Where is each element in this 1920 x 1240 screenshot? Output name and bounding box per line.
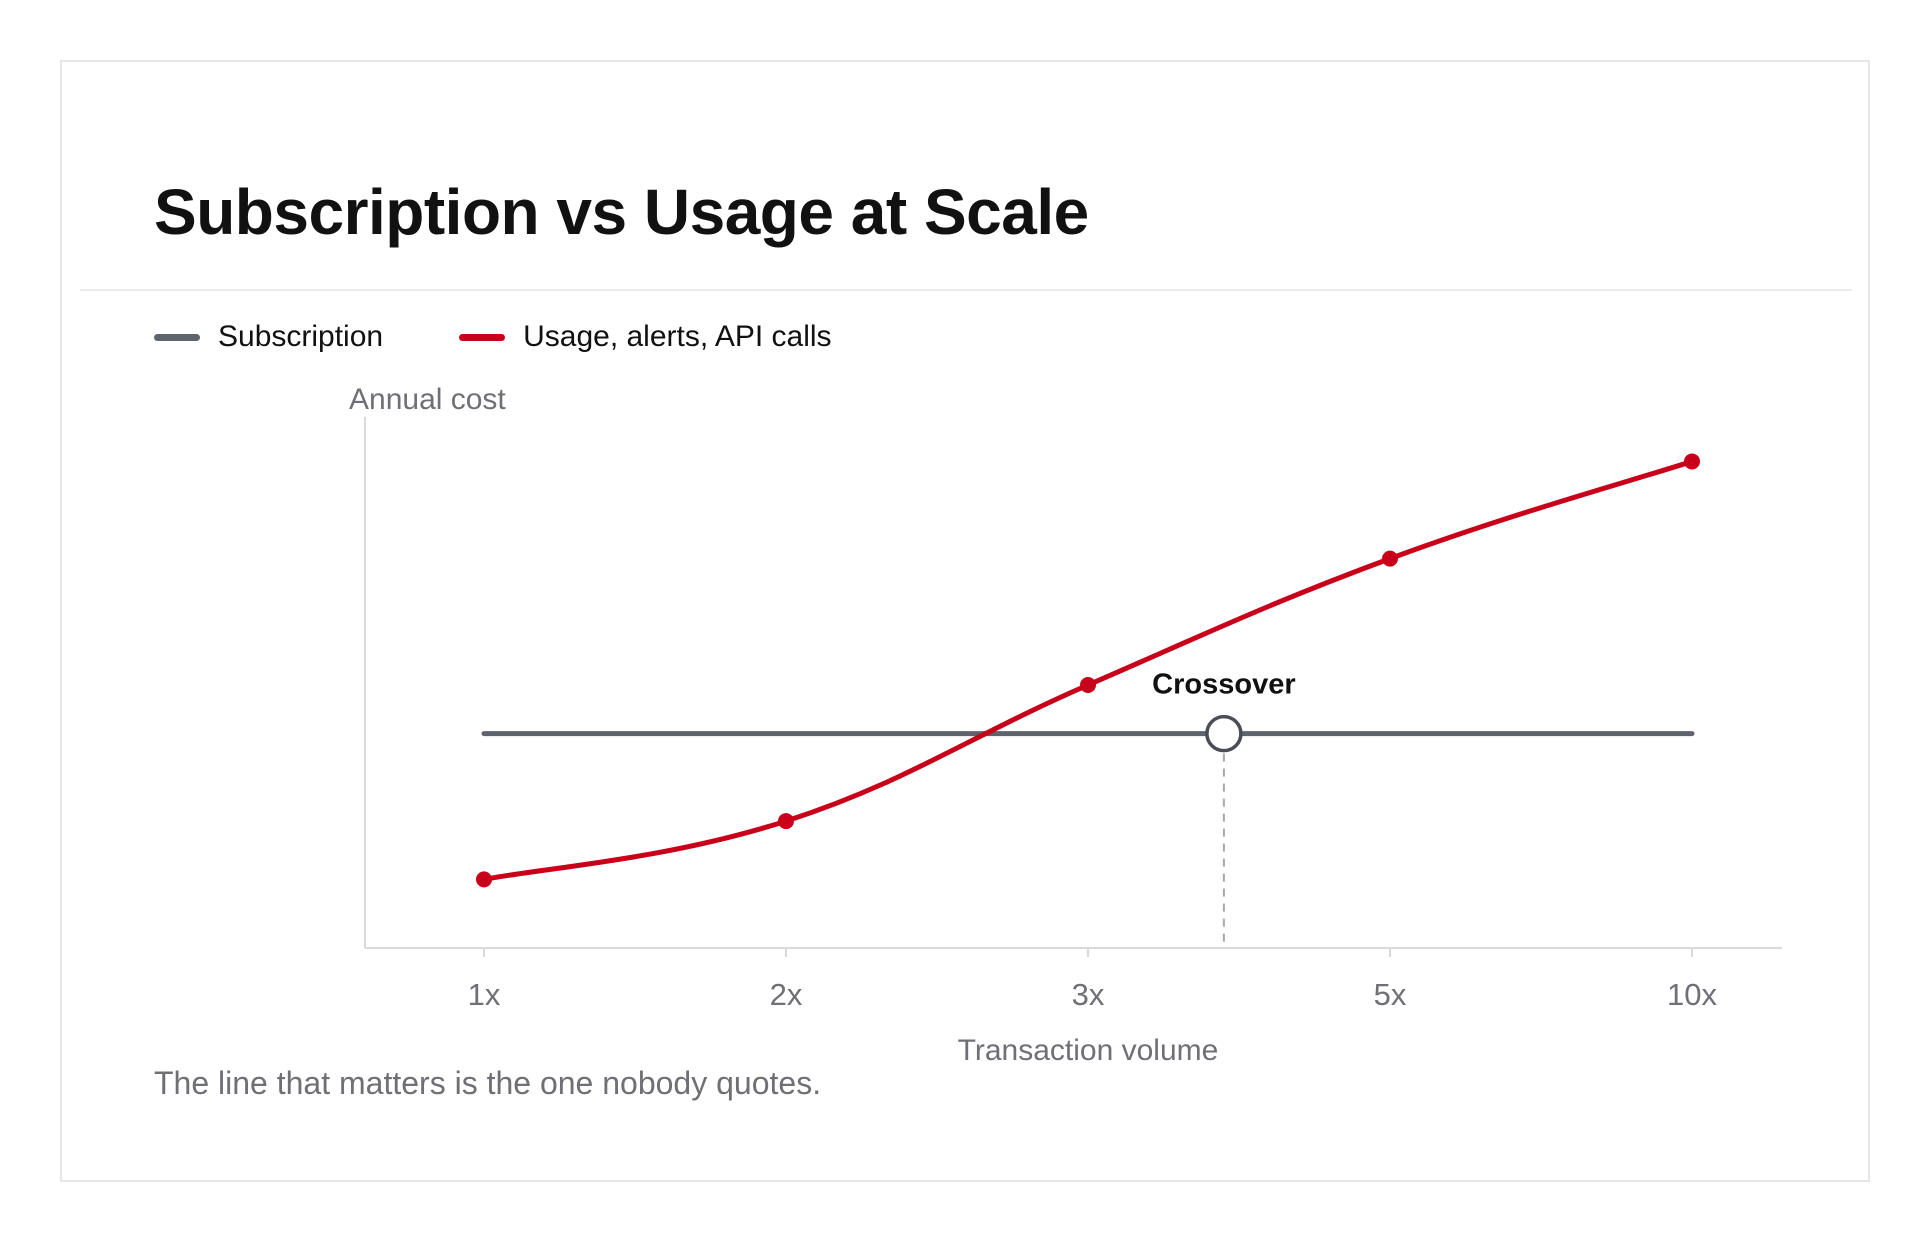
crossover-label: Crossover [1152, 669, 1295, 701]
x-axis-label: Transaction volume [958, 1034, 1219, 1067]
title-divider [80, 289, 1852, 291]
series-line-usage [481, 458, 1695, 882]
crossover-marker [1205, 714, 1243, 753]
usage-point-2 [1080, 677, 1096, 693]
chart-card: Subscription vs Usage at Scale Subscript… [60, 60, 1870, 1182]
usage-point-3 [1382, 550, 1398, 567]
legend-swatch-subscription [154, 333, 200, 341]
chart-title: Subscription vs Usage at Scale [154, 176, 1089, 248]
x-tick-label-3: 5x [1374, 977, 1407, 1012]
y-axis-label: Annual cost [349, 383, 506, 416]
legend-item-usage: Usage, alerts, API calls [459, 320, 832, 354]
usage-point-4 [1684, 453, 1700, 470]
footnote: The line that matters is the one nobody … [154, 1065, 822, 1101]
legend: Subscription Usage, alerts, API calls [154, 320, 908, 354]
usage-point-1 [778, 813, 794, 830]
x-tick-label-1: 2x [770, 977, 803, 1012]
usage-point-0 [476, 871, 492, 888]
line-chart: Annual cost 1x 2x 3x 5x 10x Transaction volume… [349, 383, 1782, 1067]
legend-item-subscription: Subscription [154, 320, 383, 354]
legend-swatch-usage [459, 333, 506, 341]
x-tick-label-0: 1x [468, 977, 501, 1012]
x-tick-label-2: 3x [1072, 977, 1105, 1012]
legend-label-subscription: Subscription [218, 320, 384, 353]
legend-label-usage: Usage, alerts, API calls [523, 320, 832, 353]
x-tick-label-4: 10x [1667, 977, 1717, 1012]
